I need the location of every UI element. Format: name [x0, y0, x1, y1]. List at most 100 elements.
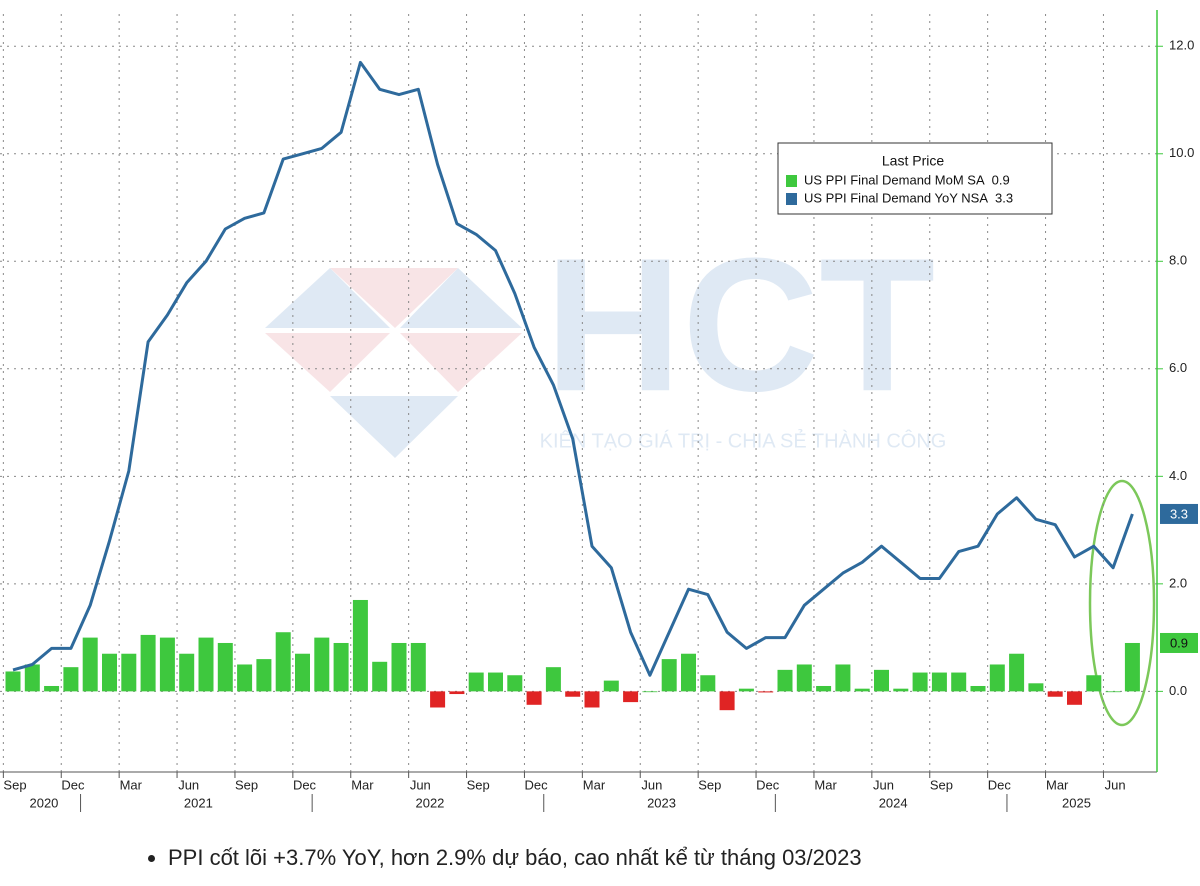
- bar: [1067, 691, 1082, 705]
- last-value-tag: [1160, 503, 1198, 524]
- bar: [352, 599, 368, 692]
- bar: [912, 672, 928, 692]
- bar: [179, 653, 195, 692]
- logo-shape: [400, 268, 522, 328]
- bar: [468, 672, 484, 692]
- bullet-list: PPI cốt lõi +3.7% YoY, hơn 2.9% dự báo, …: [0, 830, 1200, 886]
- bar: [449, 691, 465, 695]
- bar: [314, 637, 330, 692]
- bar: [295, 653, 310, 692]
- x-year-label: 2024: [879, 795, 908, 810]
- bar: [603, 680, 619, 692]
- logo-shape: [330, 268, 458, 328]
- x-tick-label: Jun: [178, 777, 199, 792]
- legend-swatch: [786, 193, 797, 205]
- x-year-label: 2023: [647, 795, 676, 810]
- bar: [874, 669, 889, 692]
- last-value-label: 3.3: [1170, 506, 1188, 521]
- bar: [1009, 653, 1025, 692]
- bar: [410, 642, 426, 692]
- logo-shape: [400, 333, 522, 392]
- bar: [758, 691, 774, 693]
- bar: [430, 691, 446, 708]
- y-tick-label: 12.0: [1169, 38, 1194, 53]
- bar: [63, 667, 79, 692]
- caption-area: PPI cốt lõi +3.7% YoY, hơn 2.9% dự báo, …: [0, 830, 1200, 886]
- bar: [488, 672, 503, 692]
- y-tick-label: 8.0: [1169, 253, 1187, 268]
- last-value-tag: [1160, 632, 1198, 653]
- bar: [719, 691, 735, 711]
- x-year-label: 2025: [1062, 795, 1091, 810]
- bar: [44, 685, 60, 692]
- bar: [507, 675, 523, 692]
- x-tick-label: Jun: [1105, 777, 1126, 792]
- bar: [700, 675, 716, 692]
- bar: [951, 672, 967, 692]
- legend-value: 3.3: [995, 190, 1013, 205]
- x-tick-label: Sep: [698, 777, 721, 792]
- legend-box: [777, 142, 1053, 215]
- bar: [681, 653, 696, 692]
- bar: [642, 691, 658, 693]
- watermark-tagline: KIẾN TẠO GIÁ TRỊ - CHIA SẺ THÀNH CÔNG: [540, 429, 947, 452]
- x-tick-label: Dec: [293, 777, 317, 792]
- legend-swatch: [786, 175, 797, 187]
- chart: HCT KIẾN TẠO GIÁ TRỊ - CHIA SẺ THÀNH CÔN…: [0, 10, 1198, 812]
- bar: [82, 637, 98, 692]
- bullet-item: PPI cốt lõi +3.7% YoY, hơn 2.9% dự báo, …: [168, 830, 1200, 886]
- bar: [816, 685, 832, 692]
- bar: [1124, 642, 1140, 692]
- bar: [661, 659, 677, 692]
- bar: [1086, 675, 1102, 692]
- x-tick-label: Mar: [351, 777, 374, 792]
- y-tick-label: 10.0: [1169, 145, 1194, 160]
- bar: [835, 664, 851, 692]
- x-tick-label: Mar: [583, 777, 606, 792]
- bar: [738, 688, 754, 692]
- bar: [526, 691, 542, 705]
- x-year-label: 2020: [29, 795, 58, 810]
- bar: [545, 667, 561, 692]
- logo-shape: [265, 268, 390, 328]
- bar: [931, 672, 947, 692]
- bar: [102, 653, 117, 692]
- legend-label: US PPI Final Demand MoM SA: [804, 172, 985, 187]
- logo-shape: [330, 396, 458, 458]
- x-tick-label: Jun: [410, 777, 431, 792]
- x-year-label: 2022: [415, 795, 444, 810]
- bar: [275, 632, 291, 692]
- bar: [159, 637, 175, 692]
- bar: [198, 637, 214, 692]
- bar: [24, 664, 40, 692]
- x-tick-label: Dec: [988, 777, 1012, 792]
- x-tick-label: Sep: [930, 777, 953, 792]
- x-tick-label: Sep: [235, 777, 258, 792]
- watermark-logo: HCT: [545, 219, 935, 431]
- bar: [140, 634, 156, 692]
- bar: [777, 669, 793, 692]
- x-tick-label: Mar: [120, 777, 143, 792]
- x-tick-label: Dec: [525, 777, 549, 792]
- x-tick-label: Mar: [1046, 777, 1069, 792]
- bar: [854, 688, 870, 692]
- x-tick-label: Mar: [814, 777, 837, 792]
- bar: [372, 661, 388, 692]
- bar: [893, 688, 909, 692]
- y-tick-label: 0.0: [1169, 683, 1187, 698]
- legend: Last Price US PPI Final Demand MoM SA 0.9 U…: [777, 142, 1053, 215]
- x-year-label: 2021: [184, 795, 213, 810]
- x-tick-label: Dec: [756, 777, 780, 792]
- bar: [391, 642, 407, 692]
- x-tick-label: Dec: [61, 777, 85, 792]
- line: [12, 60, 1134, 677]
- legend-title: Last Price: [882, 153, 944, 169]
- x-tick-label: Sep: [467, 777, 490, 792]
- bar: [970, 685, 986, 692]
- x-tick-label: Sep: [3, 777, 26, 792]
- bar: [1028, 683, 1044, 692]
- x-tick-label: Jun: [873, 777, 894, 792]
- last-value-label: 0.9: [1170, 635, 1188, 650]
- bar: [237, 664, 253, 692]
